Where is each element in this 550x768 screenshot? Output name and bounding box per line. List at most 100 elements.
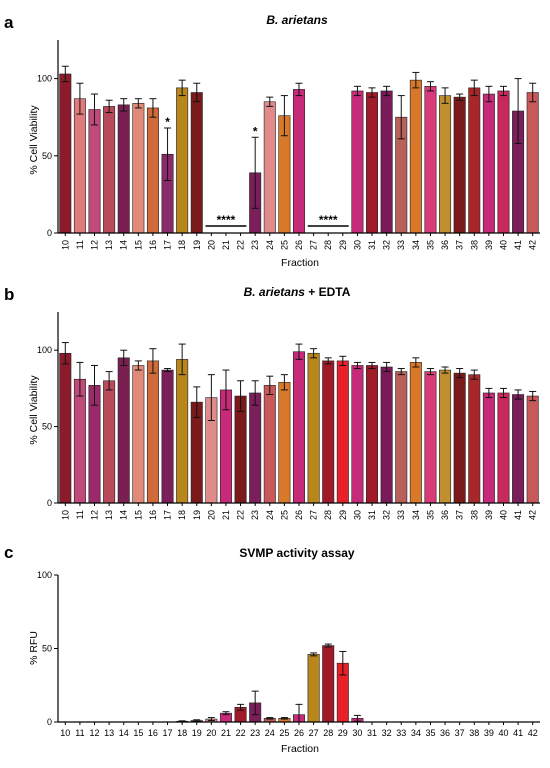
xtick-label-a-38: 38 — [469, 240, 479, 250]
xtick-label-b-37: 37 — [455, 510, 465, 520]
panel-b: b B. arietans + EDTA % Cell Viability 10… — [4, 285, 540, 520]
xtick-label-a-19: 19 — [192, 240, 202, 250]
xtick-label-b-30: 30 — [352, 510, 362, 520]
bar-b-28 — [322, 360, 335, 504]
bar-b-27 — [307, 352, 320, 504]
xtick-label-a-29: 29 — [338, 240, 348, 250]
bar-b-29 — [336, 360, 349, 504]
xtick-label-a-41: 41 — [513, 240, 523, 250]
annotation-star-17: * — [165, 115, 170, 129]
bar-a-37 — [453, 96, 466, 234]
ytick-label-a-100: 100 — [37, 74, 52, 84]
xtick-label-b-24: 24 — [265, 510, 275, 520]
xtick-label-b-11: 11 — [75, 510, 85, 519]
ytick-label-c-100: 100 — [37, 570, 52, 580]
bar-b-42 — [526, 395, 539, 504]
panel-letter-b: b — [4, 285, 14, 304]
xtick-label-a-23: 23 — [250, 240, 260, 250]
xtick-label-b-42: 42 — [528, 510, 538, 520]
ytick-label-a-50: 50 — [42, 151, 52, 161]
xtick-label-a-35: 35 — [425, 240, 435, 250]
xtick-label-b-35: 35 — [425, 510, 435, 520]
bar-b-10 — [59, 352, 72, 504]
bar-b-16 — [146, 360, 159, 504]
xtick-label-c-22: 22 — [236, 728, 246, 738]
panel-a-axes: 10 11 12 13 14 15 16 17 18 19 20 21 22 23 24 25 26 27 28 29… — [37, 40, 540, 250]
annotation-star-23: * — [253, 124, 258, 138]
ytick-label-b-0: 0 — [47, 498, 52, 508]
xtick-label-c-20: 20 — [206, 728, 216, 738]
bar-b-41 — [512, 394, 525, 504]
xtick-label-b-15: 15 — [133, 510, 143, 520]
xtick-label-a-20: 20 — [206, 240, 216, 250]
xtick-label-b-40: 40 — [498, 510, 508, 520]
xtick-label-a-17: 17 — [163, 240, 173, 250]
xtick-label-c-38: 38 — [469, 728, 479, 738]
ytick-label-b-100: 100 — [37, 345, 52, 355]
xtick-label-a-37: 37 — [455, 240, 465, 250]
panel-b-title-suffix: + EDTA — [305, 285, 351, 299]
bar-b-17 — [161, 369, 174, 504]
annotation-stars-27-29: **** — [319, 213, 338, 227]
xtick-label-b-25: 25 — [279, 510, 289, 520]
bar-a-14 — [117, 104, 130, 234]
panel-c: c SVMP activity assay % RFU Fraction 10 1… — [4, 543, 540, 755]
xtick-label-c-13: 13 — [104, 728, 114, 738]
xtick-label-a-31: 31 — [367, 240, 377, 250]
xtick-label-b-36: 36 — [440, 510, 450, 520]
annotation-stars-20-22: **** — [217, 213, 236, 227]
bar-a-15 — [132, 103, 145, 234]
panel-c-bars — [176, 643, 364, 723]
xtick-label-a-25: 25 — [279, 240, 289, 250]
bar-a-12 — [88, 109, 101, 234]
xtick-label-c-24: 24 — [265, 728, 275, 738]
bar-a-38 — [468, 87, 481, 234]
xtick-label-a-27: 27 — [309, 240, 319, 250]
bar-b-23 — [249, 392, 262, 504]
bar-a-13 — [103, 106, 116, 234]
xtick-label-a-21: 21 — [221, 240, 231, 250]
bar-a-30 — [351, 90, 364, 234]
bar-b-37 — [453, 372, 466, 504]
panel-b-title: B. arietans + EDTA — [244, 285, 351, 299]
xtick-label-c-23: 23 — [250, 728, 260, 738]
xtick-label-b-26: 26 — [294, 510, 304, 520]
xtick-label-a-26: 26 — [294, 240, 304, 250]
xtick-label-a-28: 28 — [323, 240, 333, 250]
bar-b-22 — [234, 395, 247, 504]
xtick-label-c-11: 11 — [75, 728, 84, 738]
panel-letter-a: a — [4, 13, 14, 32]
xtick-label-a-24: 24 — [265, 240, 275, 250]
panel-c-title-text: SVMP activity assay — [239, 546, 355, 560]
xtick-label-a-22: 22 — [236, 240, 246, 250]
bar-a-16 — [146, 107, 159, 234]
panel-letter-c: c — [4, 543, 13, 562]
xtick-label-b-14: 14 — [119, 510, 129, 520]
xtick-label-a-16: 16 — [148, 240, 158, 250]
bar-a-10 — [59, 73, 72, 234]
panel-c-ylabel: % RFU — [28, 631, 40, 665]
bar-b-15 — [132, 365, 145, 504]
xtick-label-a-33: 33 — [396, 240, 406, 250]
bar-a-32 — [380, 90, 393, 234]
panel-c-title: SVMP activity assay — [239, 546, 355, 560]
bar-b-35 — [424, 371, 437, 504]
bar-b-38 — [468, 374, 481, 504]
bar-a-36 — [439, 95, 452, 234]
xtick-label-c-16: 16 — [148, 728, 158, 738]
xtick-label-c-40: 40 — [498, 728, 508, 738]
xtick-label-c-29: 29 — [338, 728, 348, 738]
panel-b-bars — [59, 342, 539, 504]
xtick-label-b-29: 29 — [338, 510, 348, 520]
xtick-label-b-19: 19 — [192, 510, 202, 520]
bar-b-25 — [278, 381, 291, 504]
xtick-label-c-37: 37 — [455, 728, 465, 738]
bar-b-36 — [439, 369, 452, 504]
panel-a-xlabel: Fraction — [281, 257, 319, 269]
xtick-label-c-15: 15 — [133, 728, 143, 738]
xtick-label-c-27: 27 — [309, 728, 319, 738]
panel-b-axes: 10 11 12 13 14 15 16 17 18 19 20 21 22 23 24 25 26 27 28 29… — [37, 312, 540, 520]
bar-a-34 — [409, 79, 422, 234]
xtick-label-c-33: 33 — [396, 728, 406, 738]
